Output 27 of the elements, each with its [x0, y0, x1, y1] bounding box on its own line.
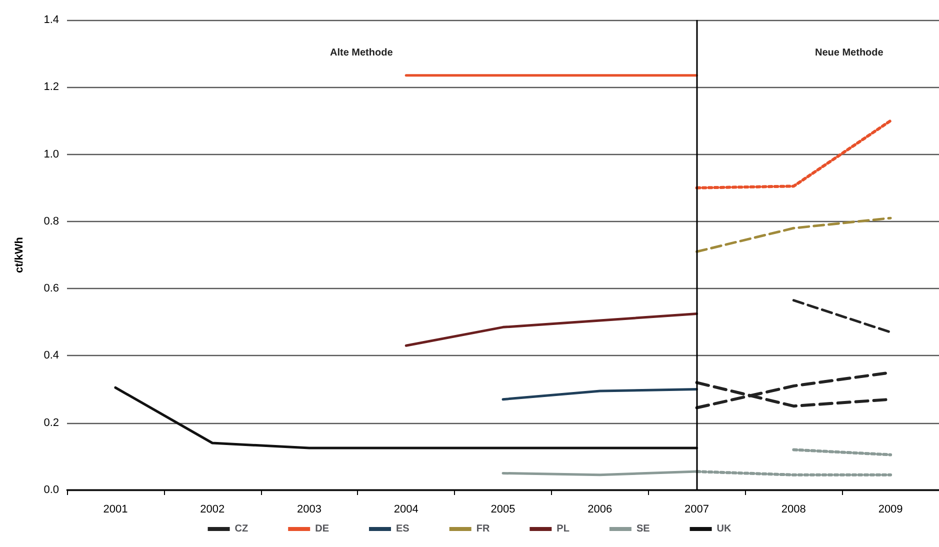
- x-tick-label: 2001: [103, 504, 128, 516]
- legend-label: UK: [716, 524, 732, 534]
- x-tick-label: 2007: [684, 504, 710, 516]
- x-tick-label: 2005: [490, 504, 516, 516]
- legend-label: CZ: [234, 524, 248, 534]
- annotation: Neue Methode: [815, 48, 884, 58]
- y-tick-label: 0.2: [44, 416, 59, 429]
- x-tick-label: 2009: [878, 504, 903, 516]
- y-tick-label: 1.2: [44, 81, 59, 94]
- legend-label: FR: [476, 524, 490, 534]
- x-tick-label: 2008: [781, 504, 806, 516]
- y-tick-label: 1.0: [44, 148, 59, 160]
- x-tick-label: 2002: [200, 504, 225, 516]
- y-tick-label: 0.8: [44, 215, 59, 228]
- y-tick-label: 0.0: [44, 484, 59, 496]
- x-tick-label: 2003: [296, 504, 322, 516]
- y-axis-title: ct/kWh: [14, 236, 26, 274]
- y-tick-label: 0.6: [44, 282, 59, 295]
- annotation: Alte Methode: [330, 48, 394, 58]
- x-tick-label: 2004: [394, 504, 418, 516]
- x-tick-label: 2006: [588, 504, 612, 516]
- y-tick-label: 1.4: [44, 14, 59, 26]
- legend-label: ES: [396, 524, 410, 534]
- y-tick-label: 0.4: [44, 350, 59, 362]
- legend-label: SE: [636, 524, 650, 534]
- legend-label: DE: [315, 524, 330, 534]
- legend-label: PL: [556, 524, 570, 534]
